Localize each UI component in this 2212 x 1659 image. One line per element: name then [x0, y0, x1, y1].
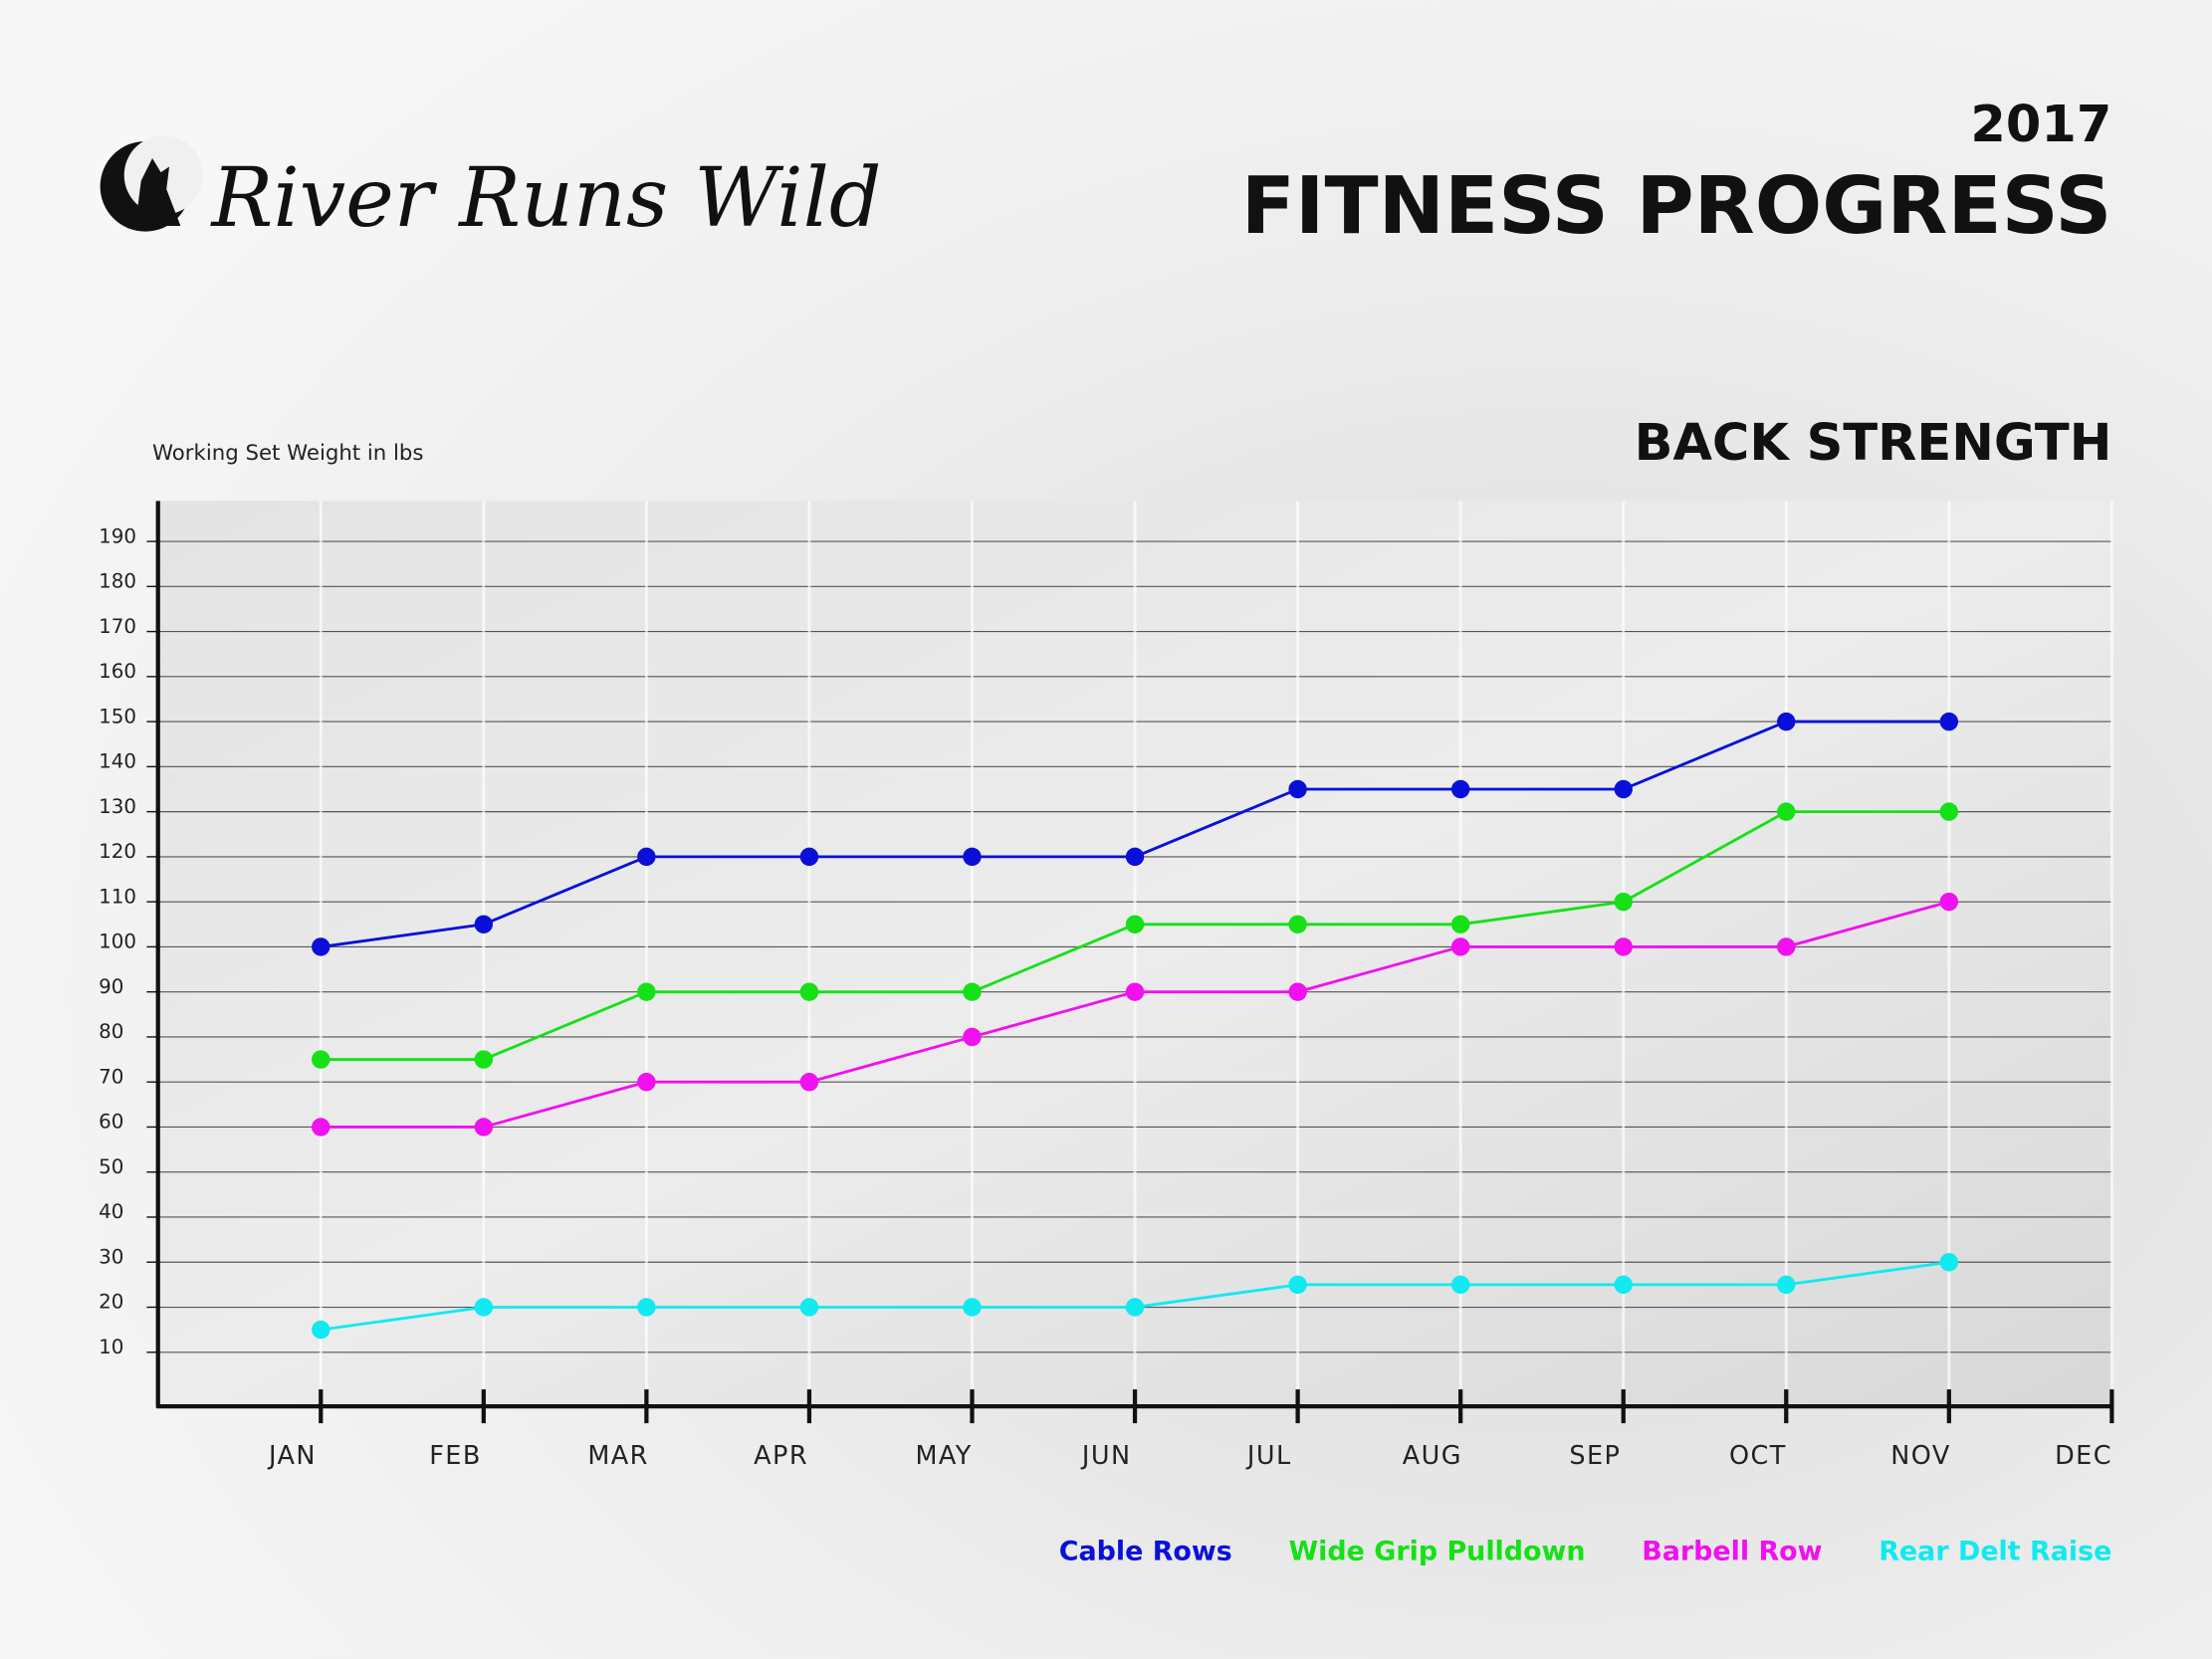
data-point [1777, 1275, 1796, 1295]
legend-entry: Wide Grip Pulldown [1288, 1537, 1585, 1567]
axes: 10 20 30 40 50 60 70 80 90 100 110 120 130 140 150 160 1… [99, 501, 2114, 1471]
data-point [1614, 892, 1633, 912]
y-tick-label: 90 [99, 975, 123, 998]
x-tick-label: DEC [2055, 1441, 2112, 1471]
data-point [799, 982, 819, 1001]
data-point [963, 1027, 982, 1047]
y-tick-label: 130 [99, 795, 136, 818]
y-tick-label: 170 [99, 615, 136, 638]
legend-entry: Cable Rows [1059, 1537, 1232, 1567]
legend: Rear Delt Raise Barbell Row Wide Grip Pull… [1059, 1537, 2112, 1567]
chart-subtitle: BACK STRENGTH [1635, 414, 2112, 473]
data-point [1125, 847, 1145, 867]
data-point [474, 1050, 494, 1069]
data-point [1288, 915, 1307, 933]
data-point [1125, 915, 1145, 933]
y-tick-label: 80 [99, 1020, 123, 1043]
data-point [1288, 779, 1307, 799]
data-point [1939, 802, 1959, 821]
data-point [637, 847, 656, 867]
data-point [799, 1072, 819, 1092]
year: 2017 [1970, 96, 2111, 154]
data-point [1125, 982, 1145, 1001]
brand: River Runs Wild [210, 151, 882, 246]
data-point [799, 847, 819, 867]
data-point [1450, 915, 1470, 933]
y-tick-label: 120 [99, 840, 136, 863]
x-tick-label: FEB [429, 1441, 482, 1471]
data-point [474, 1118, 494, 1137]
y-tick-label: 40 [99, 1200, 123, 1223]
x-tick-label: JAN [267, 1441, 317, 1471]
data-point [1288, 1275, 1307, 1295]
x-tick-label: JUL [1245, 1441, 1292, 1471]
y-tick-label: 140 [99, 750, 136, 773]
data-point [1939, 892, 1959, 912]
x-tick-label: OCT [1729, 1441, 1787, 1471]
data-point [963, 847, 982, 867]
data-point [312, 1118, 331, 1137]
x-tick-label: AUG [1403, 1441, 1462, 1471]
data-point [963, 982, 982, 1001]
data-point [312, 937, 331, 956]
logo-wolf [135, 157, 181, 226]
x-tick-label: APR [754, 1441, 808, 1471]
data-point [1450, 1275, 1470, 1295]
chart-title: FITNESS PROGRESS [1241, 159, 2112, 252]
y-tick-label: 30 [99, 1245, 123, 1268]
y-tick-label: 20 [99, 1291, 123, 1314]
y-tick-label: 160 [99, 660, 136, 683]
y-tick-label: 190 [99, 524, 136, 547]
grid [157, 501, 2113, 1407]
x-tick-label: JUN [1080, 1441, 1132, 1471]
data-point [1450, 937, 1470, 956]
y-tick-label: 100 [99, 931, 136, 953]
data-point [1939, 712, 1959, 731]
legend-entry: Barbell Row [1642, 1537, 1822, 1567]
y-tick-label: 70 [99, 1065, 123, 1088]
x-tick-label: MAR [587, 1441, 648, 1471]
data-point [312, 1050, 331, 1069]
x-tick-label: MAY [916, 1441, 973, 1471]
data-point [1288, 982, 1307, 1001]
data-point [799, 1298, 819, 1317]
data-point [1777, 712, 1796, 731]
x-tick-label: SEP [1569, 1441, 1621, 1471]
data-point [963, 1298, 982, 1317]
legend-entry: Rear Delt Raise [1879, 1537, 2111, 1567]
data-point [1777, 937, 1796, 956]
y-tick-label: 180 [99, 570, 136, 593]
data-point [637, 982, 656, 1001]
data-point [474, 915, 494, 933]
data-point [1614, 937, 1633, 956]
data-point [312, 1320, 331, 1340]
y-tick-label: 10 [99, 1336, 123, 1358]
logo: River Runs Wild [100, 135, 882, 246]
data-point [1614, 779, 1633, 799]
y-axis-label: Working Set Weight in lbs [152, 441, 423, 466]
data-point [474, 1298, 494, 1317]
x-tick-label: NOV [1890, 1441, 1950, 1471]
data-point [637, 1298, 656, 1317]
data-point [1614, 1275, 1633, 1295]
data-point [1777, 802, 1796, 821]
y-tick-label: 150 [99, 705, 136, 727]
data-point [1450, 779, 1470, 799]
y-tick-label: 50 [99, 1155, 123, 1178]
y-tick-label: 110 [99, 885, 136, 908]
data-point [637, 1072, 656, 1092]
data-point [1939, 1253, 1959, 1272]
lines [312, 712, 1959, 1340]
data-point [1125, 1298, 1145, 1317]
y-tick-label: 60 [99, 1111, 123, 1134]
